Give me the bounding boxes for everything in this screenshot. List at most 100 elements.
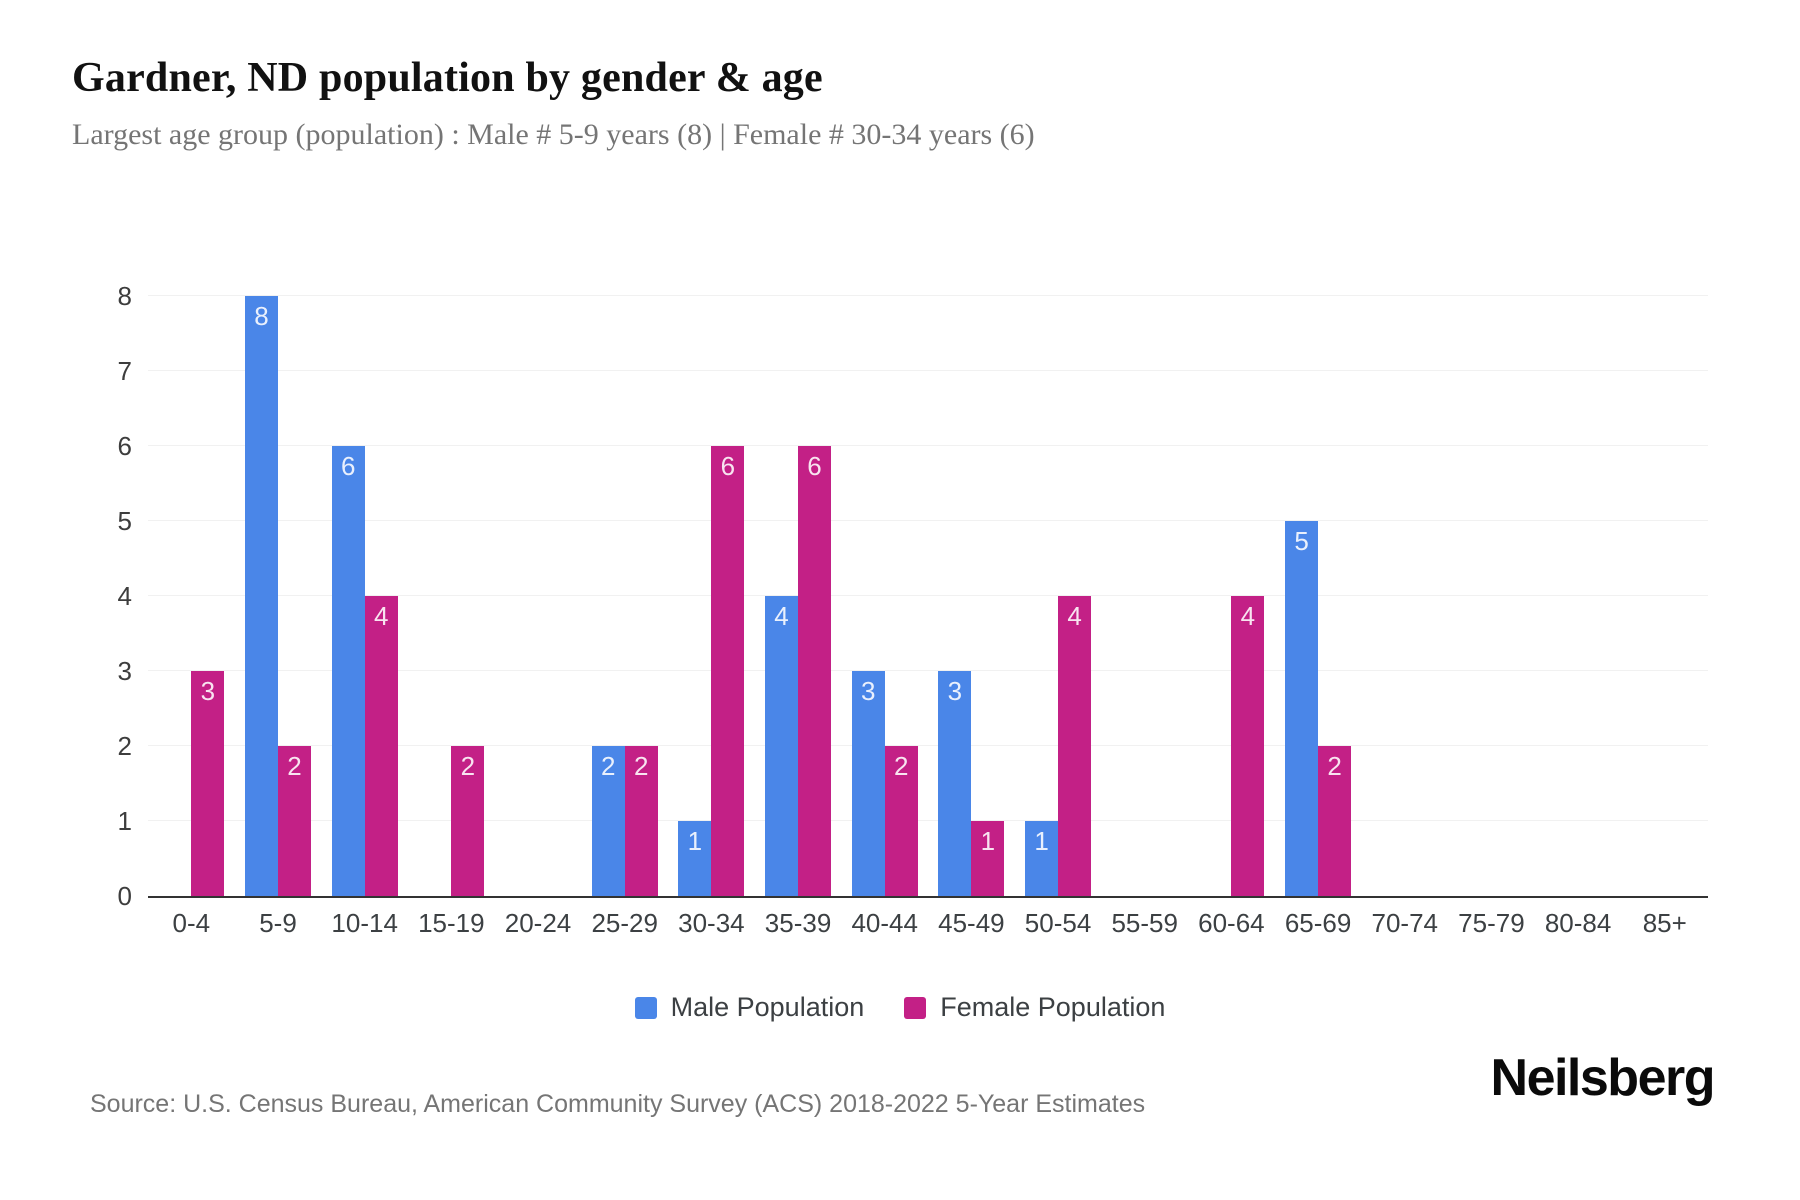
page-title: Gardner, ND population by gender & age: [72, 55, 823, 101]
bar-group: 3 1 45-49: [928, 296, 1015, 938]
female-bar: 3: [191, 671, 225, 896]
bar-value-label: 3: [947, 676, 963, 706]
female-bar: 2: [884, 746, 918, 896]
y-tick-label: 6: [117, 431, 132, 461]
bar-chart: 0 1 2 3 4 5 6 7 8 3 0-4 8 2 5-9 6 4 10-14 2 15-19 20-24 2 2 25…: [118, 283, 1708, 938]
bar-value-label: 3: [200, 676, 216, 706]
bar-group: 1 6 30-34: [668, 296, 755, 938]
male-bar: 4: [765, 596, 799, 896]
x-tick-label: 55-59: [1111, 908, 1178, 938]
bar-pair: 2: [408, 296, 495, 896]
x-tick-label: 15-19: [418, 908, 485, 938]
x-tick-label: 0-4: [172, 908, 211, 938]
bar-group: 20-24: [495, 296, 582, 938]
bar-group: 70-74: [1361, 296, 1448, 938]
bar-value-label: 2: [1327, 751, 1342, 781]
x-tick-label: 60-64: [1198, 908, 1265, 938]
bar-value-label: 2: [460, 751, 476, 781]
male-bar: 5: [1285, 521, 1319, 896]
bar-group: 85+: [1621, 296, 1708, 938]
y-tick-label: 2: [117, 731, 132, 761]
female-bar: 4: [364, 596, 398, 896]
y-tick-label: 3: [117, 656, 132, 686]
bar-value-label: 2: [633, 751, 649, 781]
gridline: [148, 295, 1708, 296]
gridline: [148, 370, 1708, 371]
female-bar: 2: [624, 746, 658, 896]
bar-value-label: 6: [807, 451, 822, 481]
page-subtitle: Largest age group (population) : Male # …: [72, 118, 1035, 151]
female-series-swatch: [904, 996, 927, 1019]
y-tick-label: 0: [117, 881, 132, 911]
y-tick-label: 1: [117, 806, 132, 836]
legend: Male Population Female Population: [0, 992, 1800, 1023]
x-tick-label: 10-14: [331, 908, 398, 938]
legend-label-male: Male Population: [670, 992, 865, 1022]
legend-item-male: Male Population: [634, 992, 865, 1023]
female-bar: 2: [1318, 746, 1352, 896]
bar-pair: [1361, 296, 1448, 896]
bar-group: 3 2 40-44: [841, 296, 928, 938]
x-tick-label: 50-54: [1024, 908, 1092, 938]
bar-group: 1 4 50-54: [1015, 296, 1102, 938]
bar-group: 2 15-19: [408, 296, 495, 938]
bar-pair: [1535, 296, 1622, 896]
y-tick-label: 4: [117, 581, 132, 611]
bar-group: 4 6 35-39: [755, 296, 842, 938]
bar-value-label: 2: [287, 751, 302, 781]
bar-group: 3 0-4: [148, 296, 235, 938]
female-bar: 6: [798, 446, 832, 896]
male-bar: 8: [245, 296, 278, 896]
bar-value-label: 6: [720, 451, 736, 481]
bar-group: 75-79: [1448, 296, 1535, 938]
x-tick-label: 5-9: [259, 908, 297, 938]
bar-value-label: 5: [1294, 526, 1309, 556]
gridline: [148, 520, 1708, 521]
x-tick-label: 85+: [1642, 908, 1687, 938]
male-bar: 3: [938, 671, 972, 896]
bar-pair: 3: [148, 296, 235, 896]
bar-value-label: 8: [254, 301, 269, 331]
gridline: [148, 745, 1708, 746]
x-tick-label: 70-74: [1371, 908, 1438, 938]
y-tick-label: 7: [117, 356, 132, 386]
x-tick-label: 25-29: [591, 908, 658, 938]
neilsberg-logo: Neilsberg: [1490, 1049, 1716, 1107]
bar-pair: 4: [1188, 296, 1275, 896]
bar-group: 80-84: [1535, 296, 1622, 938]
female-bar: 2: [278, 746, 311, 896]
x-tick-label: 80-84: [1544, 908, 1612, 938]
bar-group: 5 2 65-69: [1275, 296, 1362, 938]
x-tick-label: 30-34: [678, 908, 745, 938]
female-bar: 6: [711, 446, 745, 896]
gridline: [148, 595, 1708, 596]
y-tick-label: 8: [117, 281, 132, 311]
source-text: Source: U.S. Census Bureau, American Com…: [90, 1090, 1146, 1118]
bar-value-label: 2: [600, 751, 616, 781]
bar-groups: 3 0-4 8 2 5-9 6 4 10-14 2 15-19 20-24 2 2 25-29 1 6 30-3…: [148, 296, 1708, 938]
bar-pair: [1621, 296, 1708, 896]
male-series-swatch: [634, 996, 657, 1019]
male-bar: 6: [331, 446, 365, 896]
x-tick-label: 45-49: [938, 908, 1005, 938]
bar-value-label: 4: [1067, 601, 1082, 631]
male-bar: 1: [678, 821, 712, 896]
bar-value-label: 4: [1240, 601, 1256, 631]
bar-pair: [495, 296, 582, 896]
bar-group: 55-59: [1101, 296, 1188, 938]
bar-value-label: 6: [340, 451, 356, 481]
bar-value-label: 4: [774, 601, 789, 631]
gridline: [148, 445, 1708, 446]
gridline: [148, 820, 1708, 821]
bar-value-label: 1: [687, 826, 703, 856]
male-bar: 2: [591, 746, 625, 896]
